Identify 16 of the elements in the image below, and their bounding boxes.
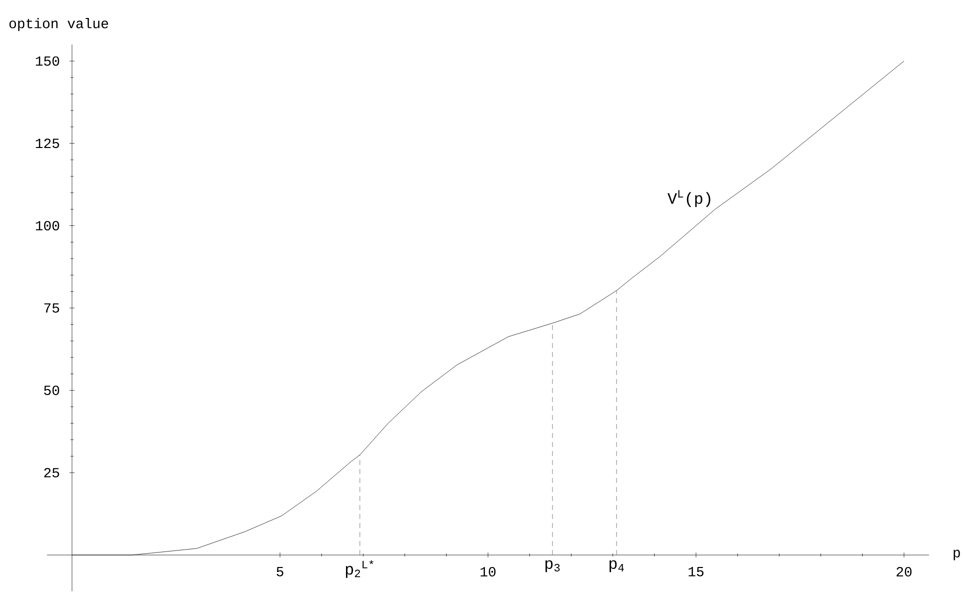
x-tick-label: 20 [896,567,912,576]
annotation: p$_{4}$ [610,560,624,572]
annotation: p$_{2}$L* [346,560,374,578]
x-tick-label: 10 [480,567,496,576]
y-axis-title: option value [9,18,108,32]
y-tick-label: 150 [36,56,60,66]
y-tick-label: 75 [44,303,60,313]
y-tick-label: 50 [44,386,60,396]
y-tick-label: 100 [36,220,60,230]
x-tick-label: 5 [276,567,284,576]
y-tick-label: 125 [36,138,60,148]
x-tick-label: 15 [688,567,704,576]
series-label: V$^{L}$(p) [668,190,710,208]
x-axis-title: p [954,550,960,560]
y-tick-label: 25 [44,468,60,478]
annotation: p$_{3}$ [545,560,560,572]
